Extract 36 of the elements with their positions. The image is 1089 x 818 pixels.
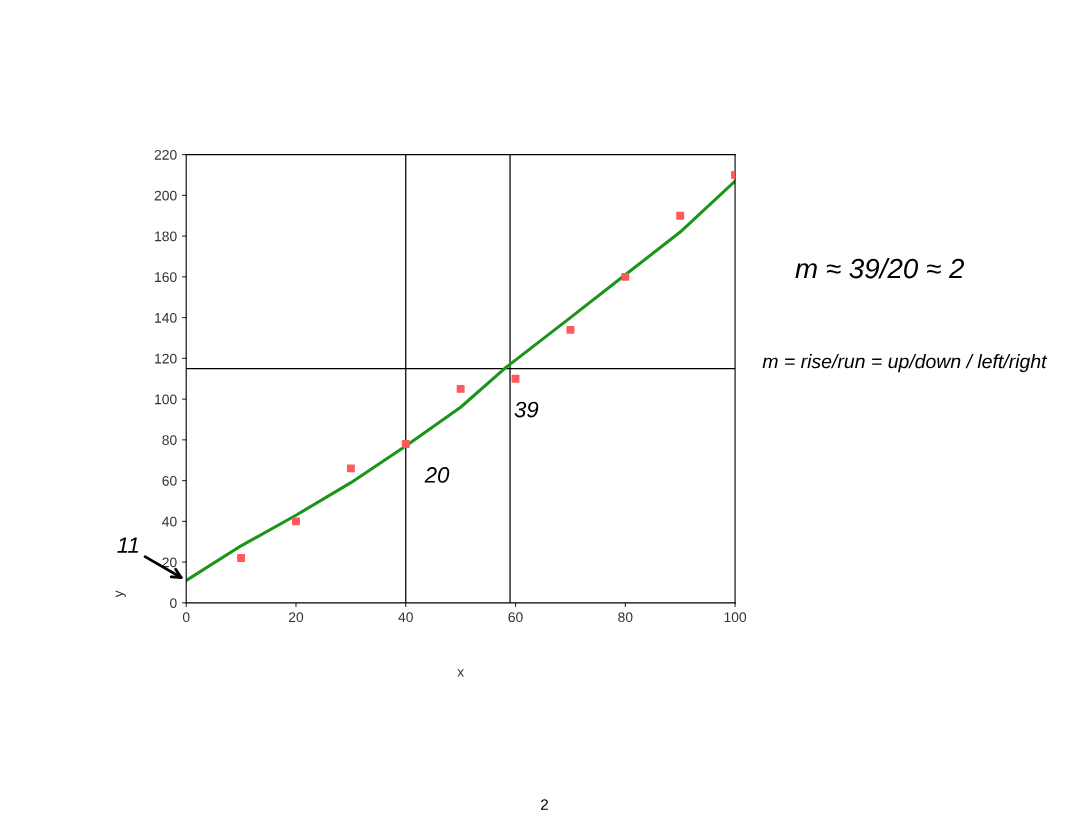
y-tick-label: 60 xyxy=(162,475,177,486)
y-tick-label: 180 xyxy=(155,231,177,242)
point xyxy=(566,325,575,334)
x-tick-label: 40 xyxy=(398,612,413,623)
x-tick-label: 80 xyxy=(618,612,633,623)
y-tick-label: 140 xyxy=(155,312,177,323)
y-tick-label: 200 xyxy=(154,190,177,201)
y-tick-label: 160 xyxy=(155,272,177,283)
y-tick-label: 20 xyxy=(162,557,177,568)
annotation: 11 xyxy=(117,537,138,553)
y-tick-label: 220 xyxy=(154,149,177,160)
point xyxy=(237,554,246,562)
annotation: 20 xyxy=(424,467,450,483)
line-series xyxy=(186,179,736,582)
x-axis-title: x xyxy=(457,669,464,677)
point xyxy=(511,374,520,383)
x-tick-label: 0 xyxy=(182,612,190,623)
x-tick-label: 20 xyxy=(288,612,304,623)
text: m ≈ 39/20 ≈ 2 xyxy=(795,257,965,279)
point xyxy=(676,211,685,220)
y-tick-label: 80 xyxy=(162,435,177,446)
point xyxy=(346,464,355,473)
y-tick-label: 40 xyxy=(162,516,177,527)
point xyxy=(401,439,410,448)
point xyxy=(292,517,300,526)
x-tick-label: 100 xyxy=(724,612,747,623)
point xyxy=(621,272,630,281)
text: 2 xyxy=(541,799,548,810)
y-tick-label: 0 xyxy=(170,598,177,609)
y-tick-label: 100 xyxy=(155,394,177,405)
x-tick-label: 60 xyxy=(508,612,523,623)
y-tick-label: 120 xyxy=(155,353,177,364)
y-axis-title: y xyxy=(115,590,126,598)
annotation: 39 xyxy=(514,401,539,418)
point xyxy=(456,384,465,393)
text: m = rise/run = up/down / left/right xyxy=(762,354,1048,373)
